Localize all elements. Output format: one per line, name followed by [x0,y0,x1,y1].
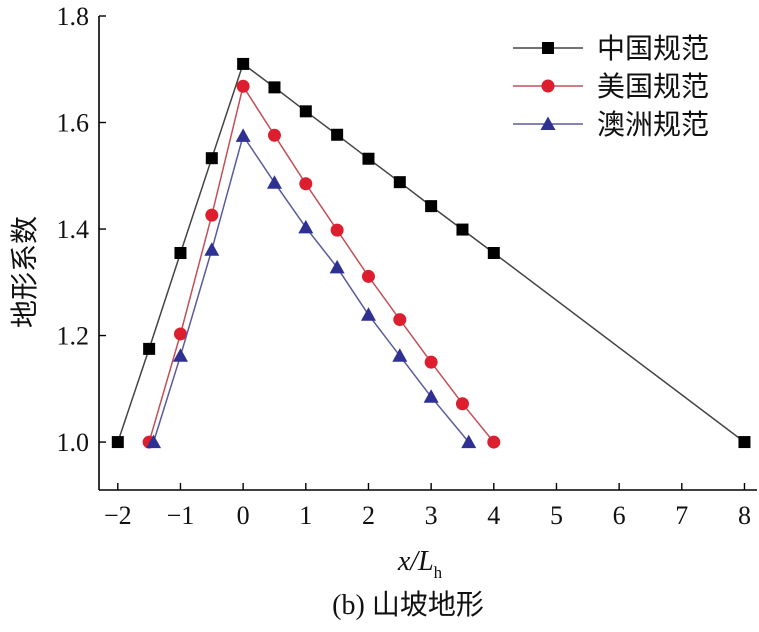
x-axis-label: x/Lh [397,546,443,582]
x-tick-label: 3 [425,501,438,530]
legend-marker [541,79,555,93]
legend-item-2: 澳洲规范 [513,109,709,141]
x-tick-label: −1 [167,501,195,530]
series-0 [111,57,751,449]
data-point [204,242,220,256]
data-point [360,307,376,321]
y-tick-label: 1.2 [57,322,90,351]
x-tick-label: 7 [675,501,688,530]
data-point [299,105,312,118]
x-tick-label: 1 [299,501,312,530]
data-point [738,436,751,449]
data-point [361,269,375,283]
data-point [146,434,162,449]
data-point [267,128,281,142]
data-point [172,348,188,362]
data-point [111,436,124,449]
legend-label: 美国规范 [597,71,709,103]
y-tick-label: 1.4 [57,215,90,244]
data-point [235,128,251,142]
x-axis-label-subscript: h [434,563,443,582]
y-tick-label: 1.0 [57,428,90,457]
x-tick-label: 2 [362,501,375,530]
y-tick-label: 1.6 [57,109,90,138]
data-point [266,175,282,189]
legend-label: 中国规范 [597,33,709,65]
data-point [299,177,313,191]
series-2 [146,128,477,449]
data-point [173,327,187,341]
data-point [268,81,281,94]
legend-label: 澳洲规范 [597,109,709,141]
x-tick-label: 5 [550,501,563,530]
data-point [425,200,438,213]
data-point [455,397,469,411]
data-point [205,152,218,165]
data-point [456,223,469,236]
data-point [487,435,501,449]
series-1 [142,79,501,449]
y-axis-label: 地形系数 [9,216,41,328]
data-point [487,247,500,259]
data-point [393,313,407,327]
chart-caption: (b) 山坡地形 [332,589,484,621]
y-tick-label: 1.8 [57,2,90,31]
x-tick-label: −2 [104,501,132,530]
data-point [236,79,250,93]
series-layer [111,57,751,449]
data-point [330,223,344,237]
legend-marker [542,42,554,54]
data-point [143,342,156,355]
data-point [298,219,314,234]
data-point [423,389,439,403]
data-point [362,152,375,165]
legend-item-1: 美国规范 [513,71,709,103]
data-point [461,434,477,449]
data-point [393,176,406,189]
data-point [392,348,408,362]
data-point [424,355,438,369]
series-line [148,84,495,443]
x-tick-label: 4 [487,501,500,530]
x-tick-label: 6 [613,501,626,530]
legend-marker [540,116,556,130]
x-axis-label-main: x/L [397,546,434,577]
data-point [237,57,250,70]
data-point [174,247,187,259]
data-point [329,259,345,274]
axes: −2 −1 0 1 2 3 4 5 6 7 8 1.0 1.2 1.4 1.6 1.8 [57,2,757,530]
legend-item-0: 中国规范 [513,33,709,65]
x-tick-label: 8 [738,501,751,530]
data-point [331,128,344,141]
x-tick-label: 0 [237,501,250,530]
data-point [205,208,219,222]
